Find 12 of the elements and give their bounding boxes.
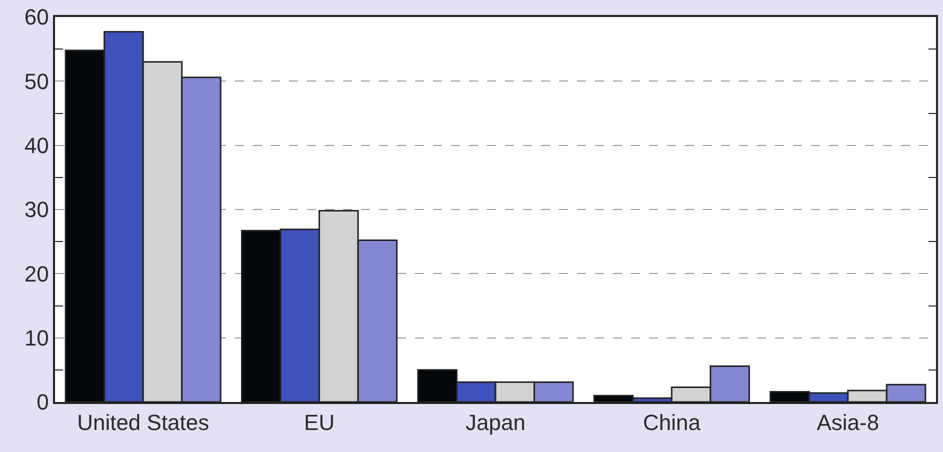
y-tick-label: 50 xyxy=(24,68,49,94)
y-tick-label: 30 xyxy=(24,197,49,222)
x-tick-label: China xyxy=(642,410,702,436)
x-tick-label: Japan xyxy=(466,410,526,436)
y-tick-label: 60 xyxy=(24,4,49,30)
x-tick-label: United States xyxy=(77,410,210,436)
x-tick-label: EU xyxy=(304,410,335,436)
y-tick-label: 10 xyxy=(24,326,49,351)
y-tick-label: 20 xyxy=(24,261,49,286)
y-tick-label: 0 xyxy=(36,390,49,415)
y-tick-label: 40 xyxy=(24,133,49,158)
x-tick-label: Asia-8 xyxy=(816,410,880,436)
